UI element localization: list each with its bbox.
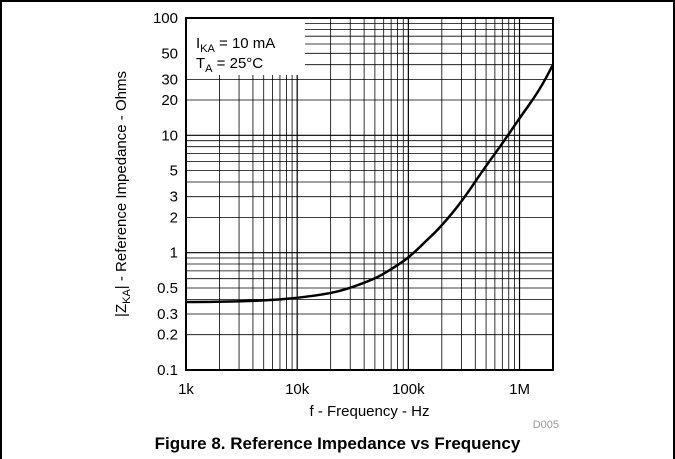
y-tick-label: 0.3 [157,306,178,323]
y-axis-title: |ZKA| - Reference Impedance - Ohms [113,71,133,317]
annotation-box [187,19,305,75]
y-tick-label: 0.5 [157,280,178,297]
annotation-ta: TA = 25°C [196,55,263,75]
figure-caption: Figure 8. Reference Impedance vs Frequen… [154,434,521,453]
y-tick-label: 3 [170,189,178,206]
y-tick-label: 5 [170,163,178,180]
y-tick-label: 1 [170,245,178,262]
y-tick-label: 10 [161,127,178,144]
x-tick-label: 1M [509,381,530,398]
frame-top-border [0,0,675,2]
plot-area-border [185,17,554,371]
y-tick-label: 0.2 [157,327,178,344]
y-tick-label: 50 [161,45,178,62]
x-axis-title: f - Frequency - Hz [309,403,429,420]
frame-right-border [673,0,675,459]
tick-labels: 1k 10k 100k 1M 100 50 30 20 10 5 3 2 1 0.5 0.3 0.2 0.1 [153,10,530,398]
x-tick-label: 1k [178,381,194,398]
annotation-ika: IKA = 10 mA [196,35,275,55]
x-tick-label: 100k [392,381,425,398]
y-tick-label: 30 [161,71,178,88]
x-tick-label: 10k [285,381,310,398]
y-tick-label: 2 [170,209,178,226]
figure-code: D005 [533,419,559,431]
y-tick-label: 100 [153,10,178,27]
y-tick-label: 20 [161,92,178,109]
frame-left-border [0,0,2,459]
grid-lines [185,17,554,371]
impedance-curve [185,64,555,304]
y-tick-label: 0.1 [157,362,178,379]
